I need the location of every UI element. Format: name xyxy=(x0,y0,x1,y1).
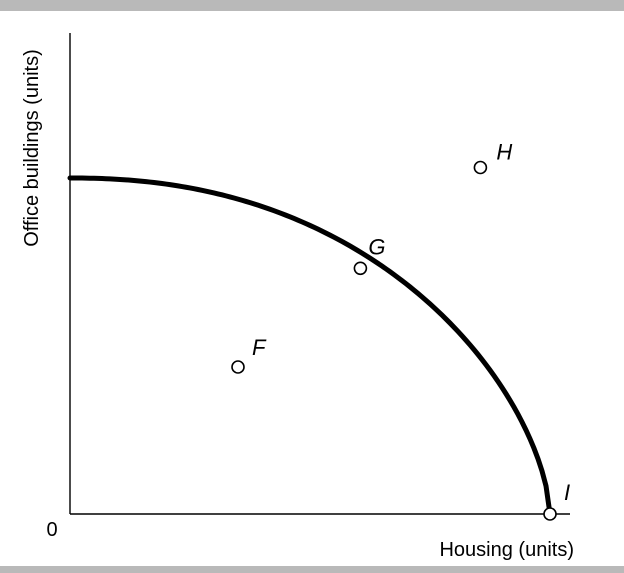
y-axis-label: Office buildings (units) xyxy=(21,49,43,247)
point-i-marker xyxy=(543,507,557,521)
point-g-label: G xyxy=(368,234,385,259)
origin-label: 0 xyxy=(46,519,57,541)
point-h-marker xyxy=(473,160,488,175)
x-axis-label: Housing (units) xyxy=(439,539,574,561)
top-border-band xyxy=(0,0,624,11)
point-f-marker xyxy=(231,360,245,374)
bottom-border-band xyxy=(0,566,624,573)
ppf-curve xyxy=(67,175,553,517)
point-h-label: H xyxy=(496,140,512,165)
point-i-label: I xyxy=(564,480,570,505)
points-layer: F G H I xyxy=(231,140,570,521)
point-f-label: F xyxy=(252,335,267,360)
point-g-marker xyxy=(353,261,368,276)
